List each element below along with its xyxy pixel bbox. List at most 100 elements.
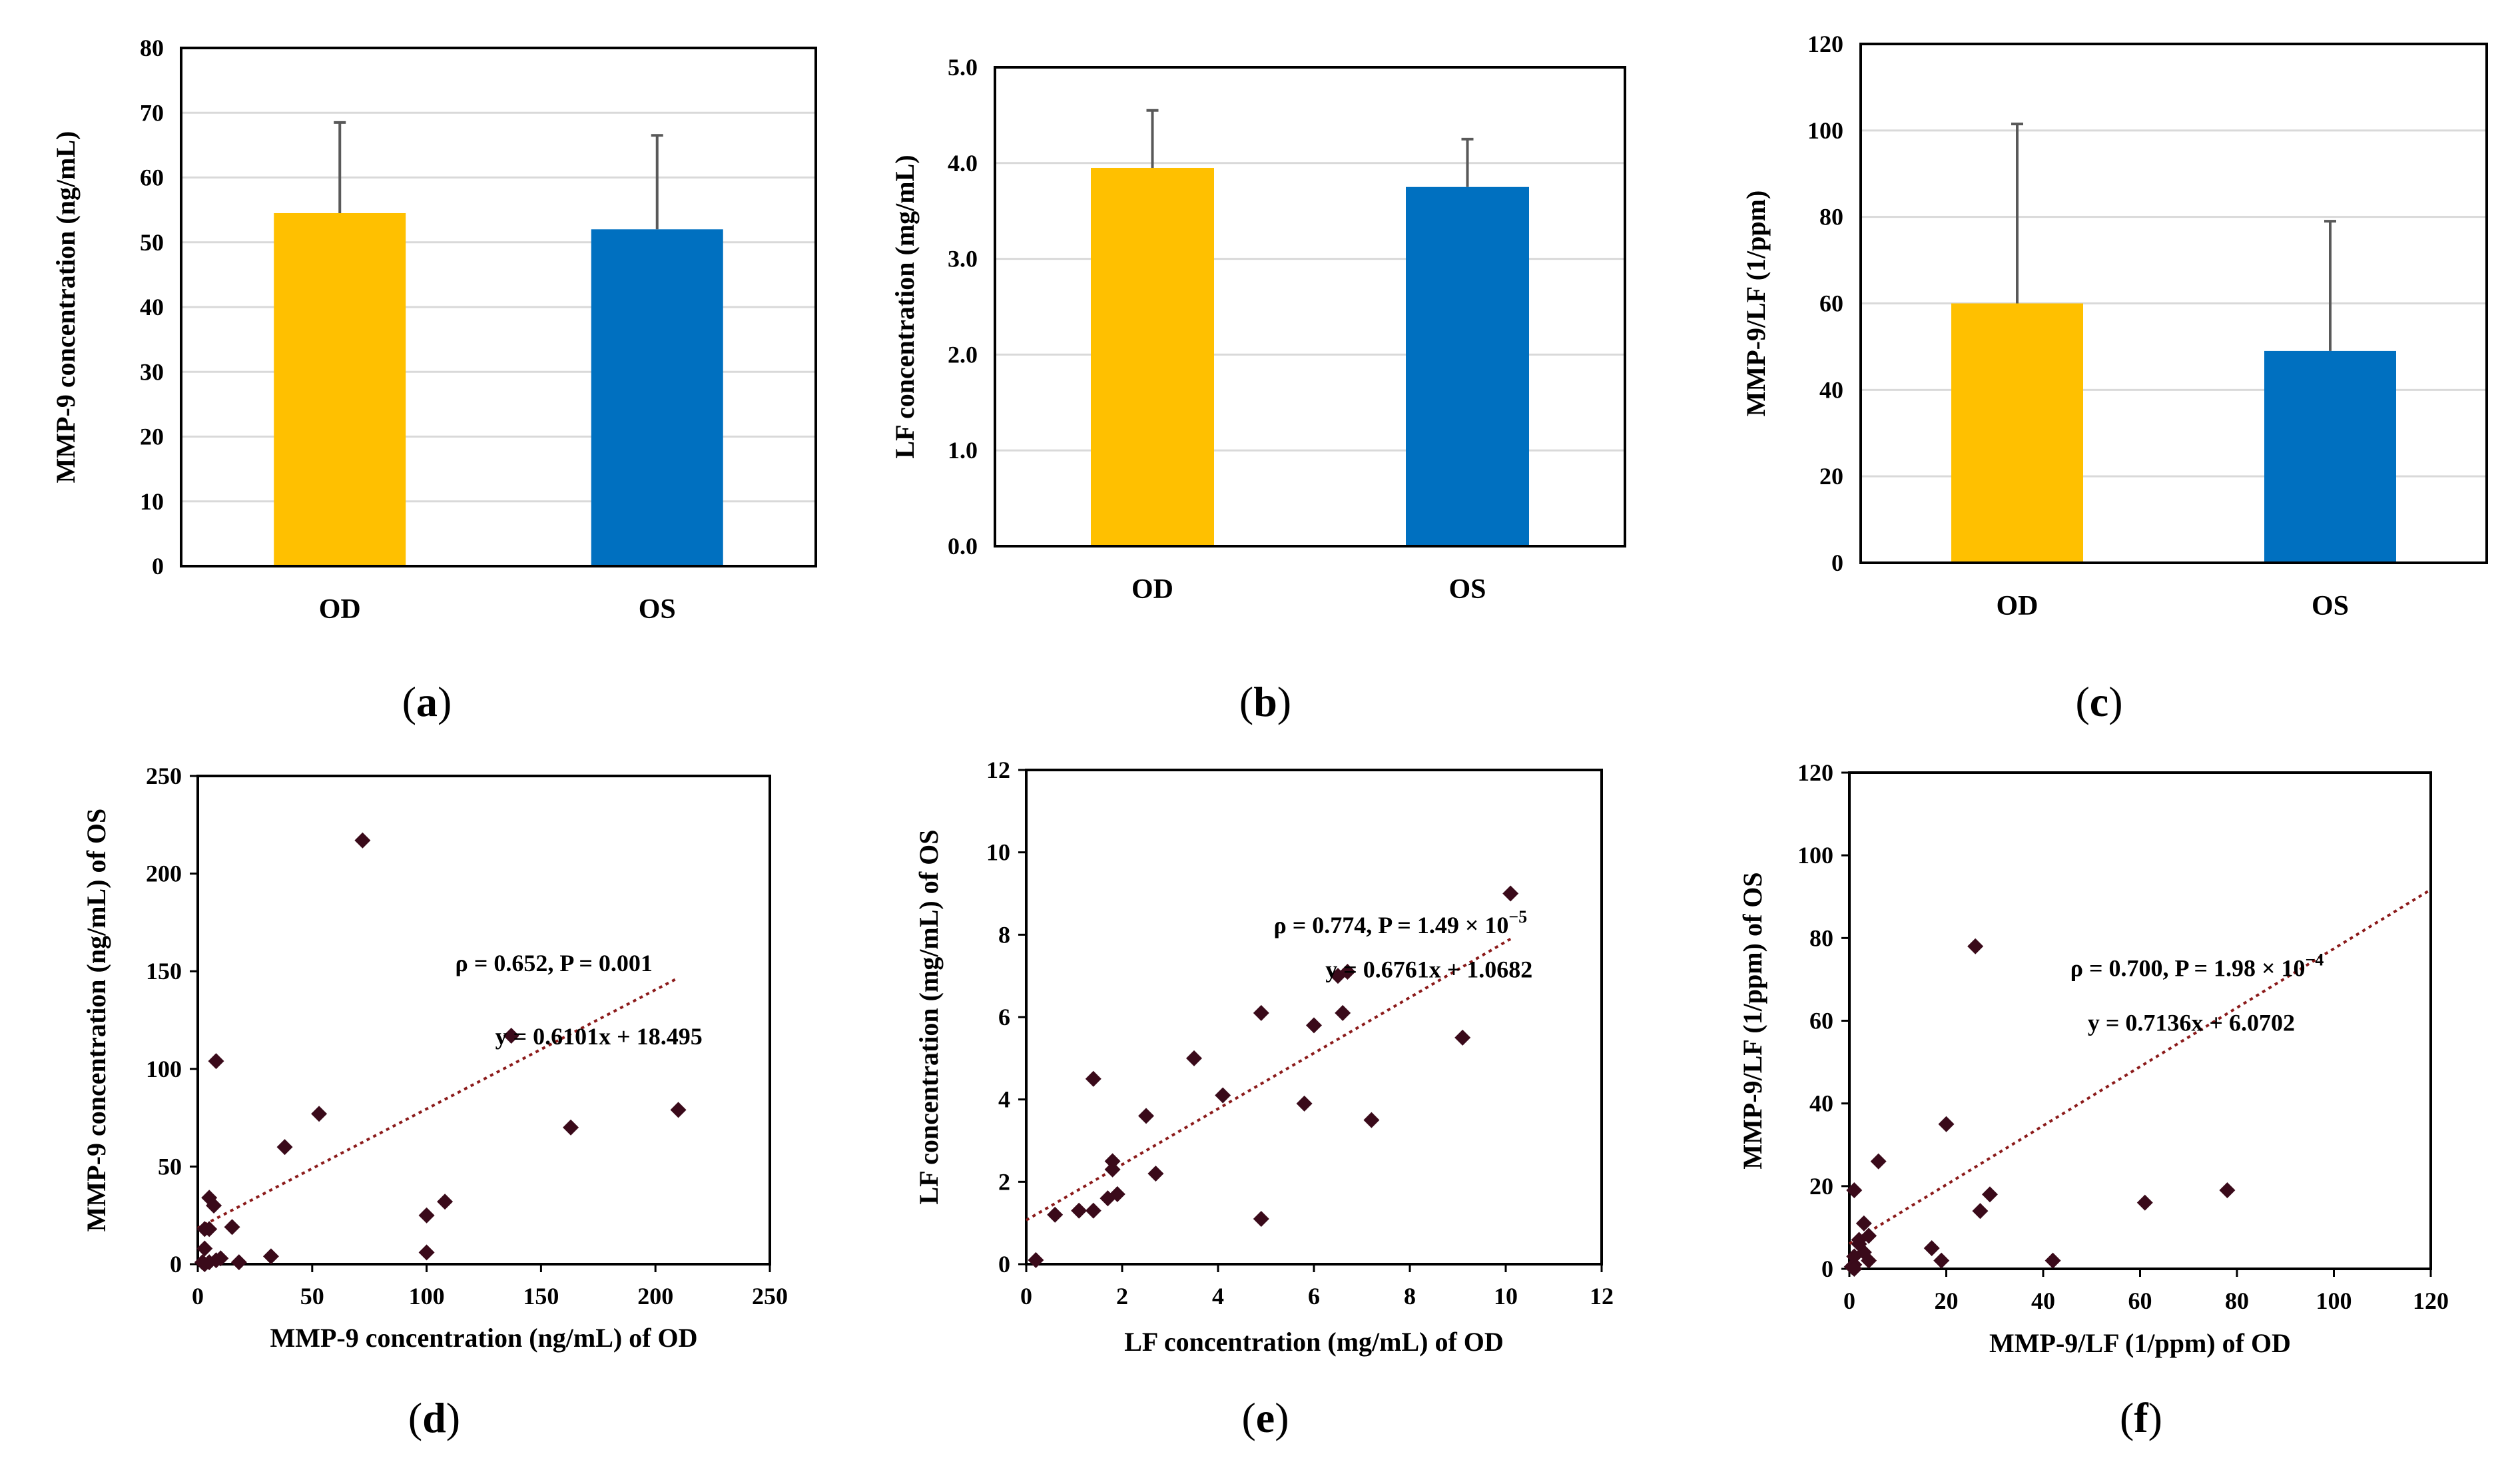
data-point [1306, 1017, 1322, 1034]
y-tick-label: 3.0 [948, 246, 978, 272]
y-tick-label: 50 [158, 1153, 182, 1180]
x-tick-label: 8 [1404, 1283, 1416, 1309]
y-tick-label: 20 [1819, 463, 1843, 490]
panel-label: (f) [2120, 1394, 2162, 1441]
category-label: OS [2312, 591, 2349, 621]
plot-area [995, 67, 1625, 546]
plot-frame [196, 775, 771, 1266]
x-tick-label: 100 [2316, 1287, 2352, 1314]
stats-annotation: ρ = 0.700, P = 1.98 × 10−4 [2070, 950, 2324, 981]
data-point [1253, 1004, 1269, 1021]
data-point [1339, 963, 1356, 980]
panel-letter: f [2134, 1394, 2148, 1441]
panel-letter: b [1253, 678, 1277, 725]
y-tick-label: 100 [1797, 842, 1833, 869]
plot-frame [1025, 769, 1603, 1266]
y-tick-label: 10 [140, 488, 164, 515]
equation-annotation: y = 0.7136x + 6.0702 [2088, 1009, 2295, 1036]
bar-os [591, 229, 723, 566]
data-point [201, 1221, 218, 1238]
x-tick-label: 120 [2413, 1287, 2449, 1314]
y-tick-label: 40 [1809, 1090, 1833, 1117]
data-point [206, 1198, 222, 1214]
data-point [1335, 1004, 1351, 1021]
x-tick-label: 20 [1935, 1287, 1959, 1314]
data-point [1363, 1112, 1380, 1128]
x-tick-label: 0 [192, 1283, 204, 1309]
chart-e: 0 2 4 6 8 10 12 0 2 4 6 8 10 12 ρ = 0.774, P = 1.49 × … [914, 757, 1614, 1441]
y-tick-label: 0 [170, 1251, 182, 1278]
y-tick-label: 120 [1807, 31, 1843, 57]
data-point [208, 1053, 224, 1070]
x-tick-label: 4 [1212, 1283, 1224, 1309]
data-point [1215, 1087, 1231, 1104]
data-point [1861, 1228, 1877, 1244]
trendline [1025, 937, 1512, 1222]
y-tick-label: 30 [140, 358, 164, 385]
y-tick-label: 40 [1819, 376, 1843, 403]
bar-od [1091, 167, 1214, 547]
y-tick-label: 200 [146, 861, 182, 887]
y-tick-label: 4 [998, 1086, 1010, 1113]
data-point [2219, 1182, 2236, 1199]
category-label: OS [639, 594, 676, 625]
data-point [194, 1254, 210, 1271]
data-point [1104, 1161, 1121, 1178]
y-axis-title: MMP-9 concentration (ng/mL) of OS [81, 809, 111, 1232]
y-tick-label: 70 [140, 99, 164, 126]
data-point [276, 1139, 293, 1156]
data-point [1454, 1029, 1471, 1046]
y-axis-title: MMP-9 concentration (ng/mL) [51, 131, 81, 484]
bar-os [1406, 186, 1529, 546]
x-tick-label: 250 [752, 1283, 788, 1309]
data-point [418, 1244, 435, 1261]
stats-text: ρ = 0.700, P = 1.98 × 10 [2070, 954, 2306, 981]
x-tick-label: 100 [409, 1283, 445, 1309]
equation-annotation: y = 0.6101x + 18.495 [495, 1023, 703, 1050]
y-tick-label: 4.0 [948, 150, 978, 177]
bar-od [1951, 303, 2083, 563]
category-label: OD [1997, 591, 2039, 621]
stats-annotation: ρ = 0.774, P = 1.49 × 10−5 [1274, 907, 1528, 938]
y-tick-label: 60 [1819, 290, 1843, 317]
data-point [503, 1027, 519, 1044]
plot-frame [994, 66, 1626, 548]
data-point [196, 1240, 213, 1257]
x-tick-label: 2 [1116, 1283, 1128, 1309]
y-tick-label: 60 [1809, 1008, 1833, 1034]
panel-label: (c) [2075, 678, 2122, 725]
data-point [1938, 1116, 1955, 1132]
chart-a: OD OS 0 10 20 30 40 50 60 70 80 MMP-9 concentration… [51, 35, 817, 725]
y-tick-label: 0 [152, 553, 164, 579]
data-point [1923, 1240, 1940, 1256]
stats-text: ρ = 0.652, P = 0.001 [456, 950, 653, 976]
x-tick-label: 80 [2225, 1287, 2249, 1314]
data-point [311, 1106, 328, 1122]
stats-exponent: −5 [1508, 907, 1527, 926]
data-point [224, 1219, 240, 1236]
x-axis-title: LF concentration (mg/mL) of OD [1124, 1327, 1504, 1357]
y-tick-label: 5.0 [948, 54, 978, 81]
data-point [1296, 1095, 1313, 1112]
data-point [1502, 885, 1519, 902]
y-tick-label: 0 [1821, 1256, 1833, 1282]
panel-label: (e) [1241, 1394, 1289, 1441]
data-point [1104, 1153, 1121, 1170]
y-axis-title: LF concentration (mg/mL) of OS [914, 830, 944, 1205]
chart-f: 0 20 40 60 80 100 120 0 20 40 60 80 100 120 ρ = 0.700,… [1737, 759, 2449, 1441]
data-point [563, 1119, 579, 1136]
y-tick-label: 40 [140, 294, 164, 320]
y-tick-label: 1.0 [948, 437, 978, 464]
data-point [670, 1102, 687, 1118]
y-tick-label: 80 [1809, 924, 1833, 951]
panel-letter: a [416, 678, 438, 725]
trendline [197, 976, 679, 1230]
y-tick-label: 80 [140, 35, 164, 61]
y-axis-title: MMP-9/LF (1/ppm) [1741, 190, 1771, 417]
y-tick-label: 2 [998, 1168, 1010, 1195]
y-tick-label: 20 [140, 424, 164, 450]
x-axis-title: MMP-9 concentration (ng/mL) of OD [270, 1323, 697, 1353]
data-point [1861, 1252, 1877, 1269]
data-point [1855, 1215, 1872, 1232]
